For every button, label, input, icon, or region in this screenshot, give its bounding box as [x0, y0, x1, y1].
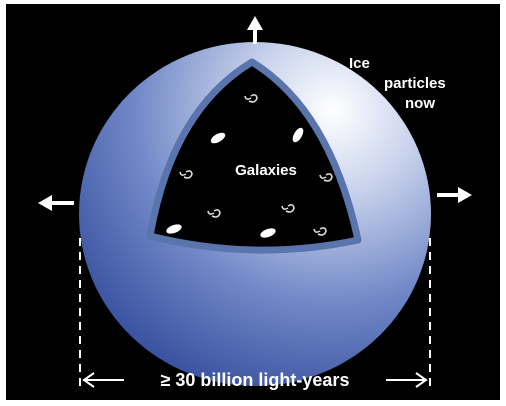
- label-galaxies: Galaxies: [235, 162, 297, 179]
- label-size: ≥ 30 billion light-years: [161, 370, 350, 390]
- label-particles: particles: [384, 75, 446, 92]
- label-now: now: [405, 95, 435, 112]
- diagram: Ice particles now Galaxies ≥ 30 billion …: [0, 0, 506, 406]
- label-ice: Ice: [349, 55, 370, 72]
